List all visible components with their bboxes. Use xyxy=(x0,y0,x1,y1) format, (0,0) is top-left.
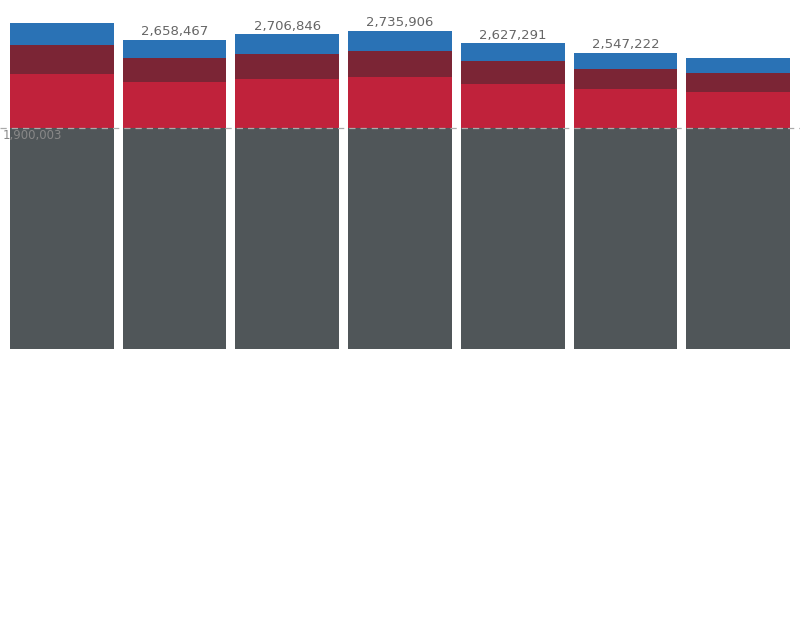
Text: 2,627,291: 2,627,291 xyxy=(479,29,546,42)
Bar xyxy=(123,128,226,349)
Bar xyxy=(348,128,452,349)
Bar xyxy=(10,74,114,128)
Bar xyxy=(235,54,339,79)
Text: 1,900,003: 1,900,003 xyxy=(2,129,62,142)
Bar xyxy=(461,44,565,61)
Text: 2,547,222: 2,547,222 xyxy=(591,38,659,51)
Bar xyxy=(686,92,790,128)
Bar xyxy=(235,79,339,128)
Bar xyxy=(10,128,114,349)
Bar xyxy=(348,77,452,128)
Bar xyxy=(574,52,677,68)
Bar xyxy=(461,84,565,128)
Bar xyxy=(348,31,452,51)
Bar xyxy=(123,40,226,58)
Bar xyxy=(235,128,339,349)
Bar xyxy=(574,68,677,89)
Bar xyxy=(686,73,790,92)
Bar xyxy=(461,61,565,84)
Text: 2,658,467: 2,658,467 xyxy=(141,26,208,38)
Bar xyxy=(123,82,226,128)
Bar xyxy=(686,58,790,73)
Text: 2,706,846: 2,706,846 xyxy=(254,20,321,33)
Bar xyxy=(574,128,677,349)
Text: 2,735,906: 2,735,906 xyxy=(366,17,434,29)
Bar xyxy=(235,34,339,54)
Bar xyxy=(10,45,114,74)
Bar xyxy=(10,23,114,45)
Bar xyxy=(123,58,226,82)
Bar xyxy=(686,128,790,349)
Bar xyxy=(574,89,677,128)
Bar xyxy=(348,51,452,77)
Bar xyxy=(461,128,565,349)
